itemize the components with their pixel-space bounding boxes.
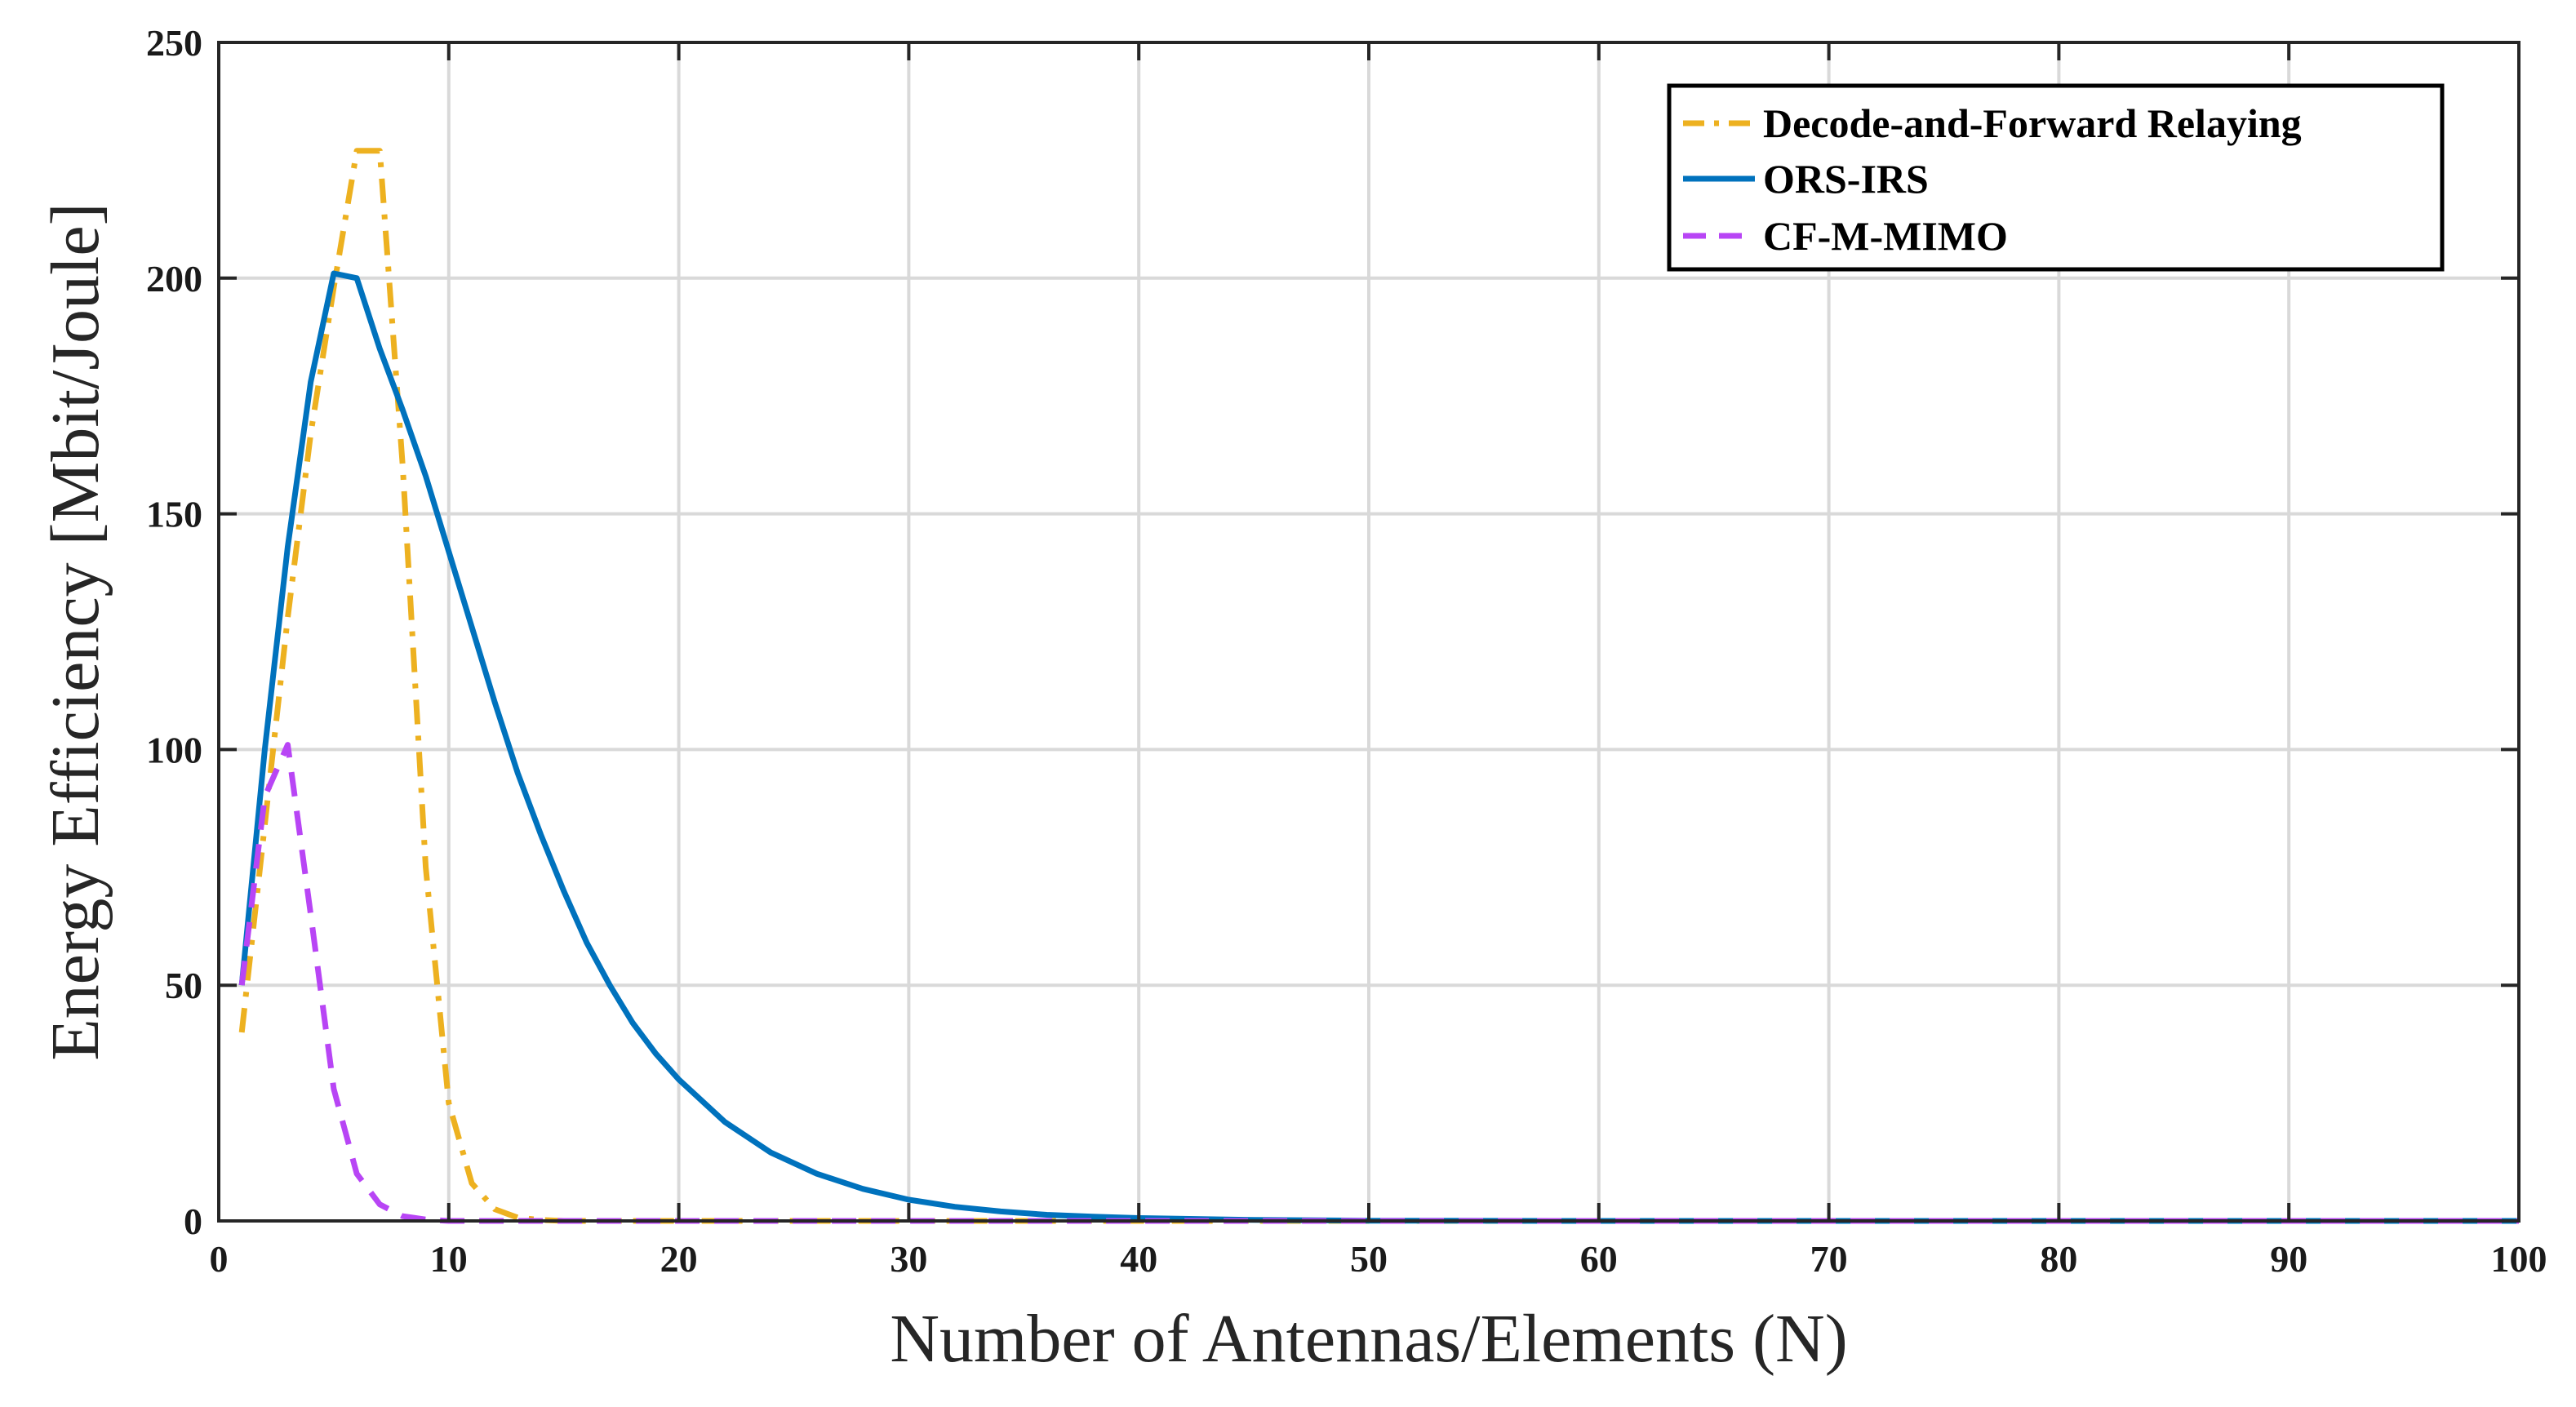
x-tick-label: 20 <box>660 1238 698 1280</box>
x-tick-label: 40 <box>1120 1238 1157 1280</box>
x-tick-label: 90 <box>2270 1238 2307 1280</box>
y-tick-label: 250 <box>146 22 202 64</box>
legend-label: Decode-and-Forward Relaying <box>1763 100 2302 146</box>
y-tick-label: 50 <box>165 965 202 1006</box>
x-tick-label: 50 <box>1350 1238 1388 1280</box>
y-tick-label: 100 <box>146 729 202 770</box>
x-tick-label: 100 <box>2491 1238 2547 1280</box>
legend-label: CF-M-MIMO <box>1763 213 2008 259</box>
x-tick-label: 30 <box>890 1238 927 1280</box>
y-tick-label: 150 <box>146 494 202 535</box>
x-tick-label: 0 <box>210 1238 229 1280</box>
legend-label: ORS-IRS <box>1763 156 1929 202</box>
legend: Decode-and-Forward Relaying ORS-IRS CF-M-M… <box>1669 86 2442 269</box>
x-tick-label: 80 <box>2040 1238 2077 1280</box>
x-tick-label: 70 <box>1810 1238 1848 1280</box>
energy-efficiency-chart: 0 10 20 30 40 50 60 70 80 90 100 0 50 100 150 200 250 N… <box>0 0 2576 1407</box>
y-tick-label: 0 <box>184 1201 202 1242</box>
y-axis-label: Energy Efficiency [Mbit/Joule] <box>38 202 113 1060</box>
x-tick-label: 60 <box>1580 1238 1618 1280</box>
x-axis-label: Number of Antennas/Elements (N) <box>890 1301 1847 1377</box>
y-tick-label: 200 <box>146 258 202 300</box>
x-tick-label: 10 <box>430 1238 468 1280</box>
